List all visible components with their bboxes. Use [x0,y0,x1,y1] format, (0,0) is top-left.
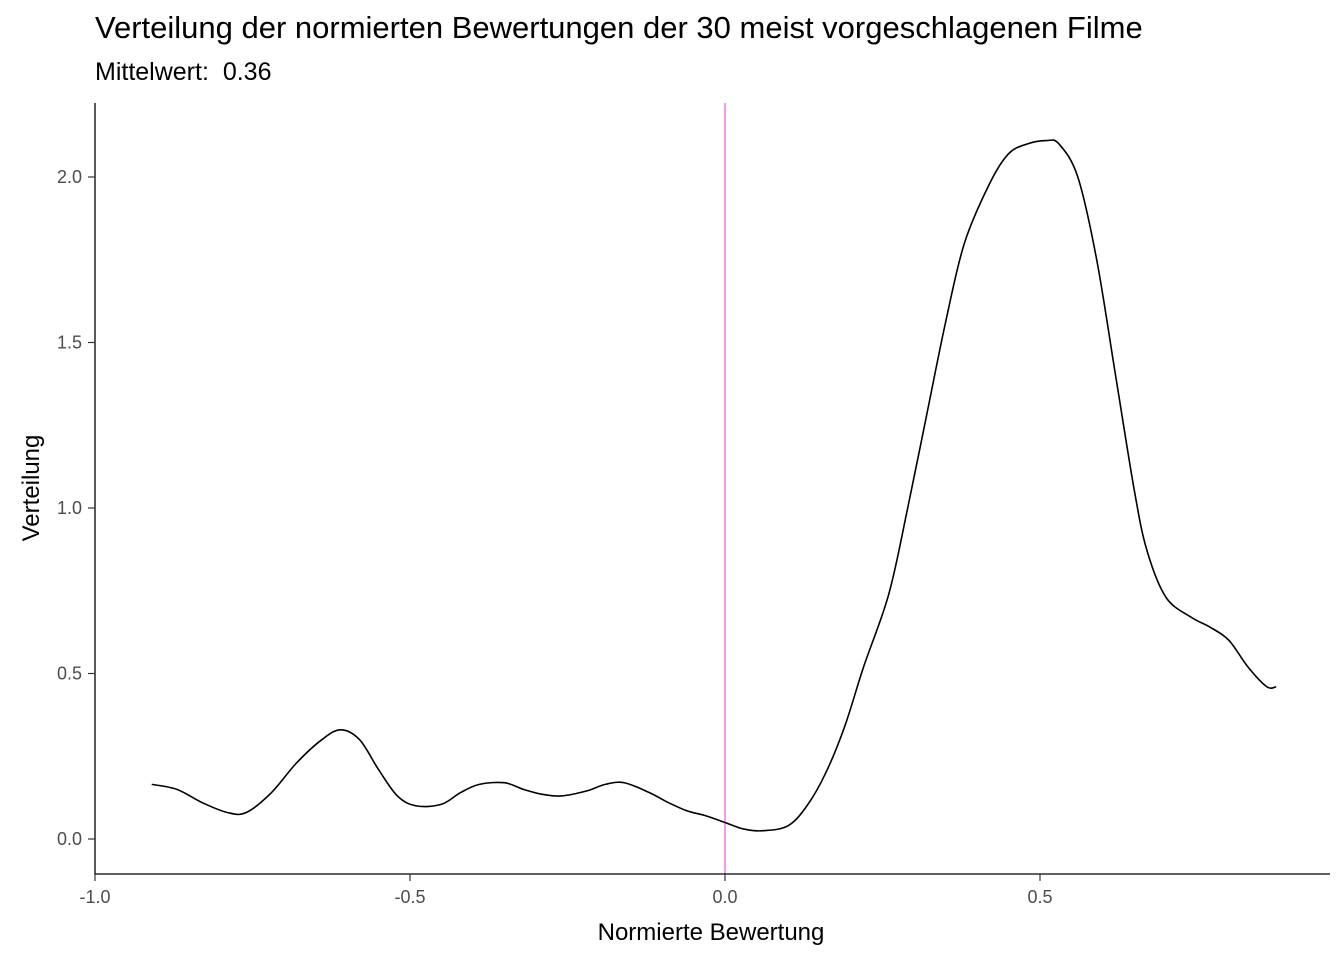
chart-subtitle: Mittelwert: 0.36 [95,58,271,87]
y-axis-title: Verteilung [18,435,45,542]
x-tick-label: 0.5 [1027,887,1052,907]
y-ticks: 0.0 0.5 1.0 1.5 2.0 [57,167,95,849]
x-ticks: -1.0 -0.5 0.0 0.5 [79,874,1053,907]
x-tick-label: -1.0 [79,887,110,907]
x-tick-label: -0.5 [394,887,425,907]
density-curve-0 [151,139,1277,832]
y-tick-label: 2.0 [57,167,82,187]
y-tick-label: 1.0 [57,498,82,518]
y-tick-label: 0.5 [57,664,82,684]
subtitle-label: Mittelwert: [95,58,209,86]
chart-title: Verteilung der normierten Bewertungen de… [95,10,1143,45]
subtitle-value: 0.36 [222,58,272,86]
y-tick-label: 1.5 [57,333,82,353]
plot-area [151,103,1277,874]
x-tick-label: 0.0 [712,887,737,907]
x-axis-title: Normierte Bewertung [598,919,825,946]
y-tick-label: 0.0 [57,829,82,849]
